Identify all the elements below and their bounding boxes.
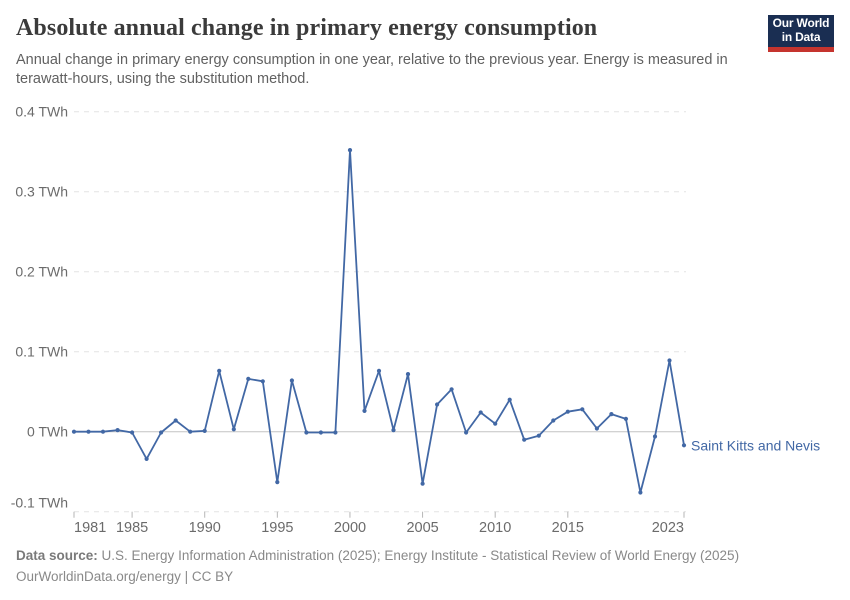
license-line: OurWorldinData.org/energy | CC BY — [16, 567, 826, 588]
data-point-marker[interactable] — [681, 443, 687, 448]
data-point-marker[interactable] — [565, 409, 570, 414]
data-point-marker[interactable] — [435, 402, 440, 407]
x-axis-tick-label: 1995 — [261, 520, 293, 536]
x-axis-tick-label: 2005 — [406, 520, 438, 536]
data-point-marker[interactable] — [144, 456, 149, 461]
data-point-marker[interactable] — [318, 430, 323, 435]
data-point-marker[interactable] — [449, 387, 454, 392]
data-point-marker[interactable] — [159, 430, 164, 435]
data-points — [71, 148, 687, 495]
data-point-marker[interactable] — [289, 378, 294, 383]
series-line — [73, 149, 685, 494]
y-axis-tick-label: 0 TWh — [27, 424, 68, 440]
x-axis-tick-label: 2015 — [552, 520, 584, 536]
chart-footer: Data source: U.S. Energy Information Adm… — [16, 546, 826, 588]
data-point-marker[interactable] — [260, 379, 265, 384]
data-point-marker[interactable] — [376, 368, 382, 373]
data-point-marker[interactable] — [507, 397, 512, 402]
data-point-marker[interactable] — [391, 428, 396, 433]
data-source-line: Data source: U.S. Energy Information Adm… — [16, 546, 826, 567]
y-axis-tick-label: -0.1 TWh — [11, 495, 68, 511]
data-point-marker[interactable] — [493, 421, 498, 426]
data-point-marker[interactable] — [100, 429, 106, 434]
y-axis-tick-label: 0.2 TWh — [15, 264, 68, 280]
data-point-marker[interactable] — [333, 430, 338, 435]
data-point-marker[interactable] — [115, 428, 120, 433]
data-point-marker[interactable] — [405, 372, 411, 377]
data-point-marker[interactable] — [638, 490, 643, 495]
data-point-marker[interactable] — [71, 429, 77, 434]
data-point-marker[interactable] — [667, 358, 672, 363]
x-axis-tick-label: 2010 — [479, 520, 511, 536]
owid-logo-line1: Our World — [772, 16, 830, 31]
cc-by-link[interactable]: CC BY — [191, 568, 234, 584]
data-point-marker[interactable] — [478, 410, 483, 415]
data-point-marker[interactable] — [347, 148, 353, 153]
data-point-marker[interactable] — [362, 408, 367, 413]
data-point-marker[interactable] — [304, 430, 309, 435]
separator: | — [180, 568, 192, 584]
data-point-marker[interactable] — [536, 433, 541, 438]
y-axis-tick-label: 0.3 TWh — [15, 184, 68, 200]
y-axis-tick-label: 0.1 TWh — [15, 344, 68, 360]
data-point-marker[interactable] — [217, 368, 222, 373]
data-point-marker[interactable] — [594, 426, 600, 431]
data-source-label: Data source: — [16, 548, 98, 563]
gridlines: 0.4 TWh 0.3 TWh 0.2 TWh 0.1 TWh 0 TWh -0.1 TW… — [11, 104, 686, 513]
data-point-marker[interactable] — [551, 418, 556, 423]
data-point-marker[interactable] — [246, 376, 251, 381]
data-point-marker[interactable] — [464, 430, 469, 435]
data-point-marker[interactable] — [623, 416, 629, 421]
series-end-label[interactable]: Saint Kitts and Nevis — [691, 437, 820, 453]
data-point-marker[interactable] — [188, 429, 193, 434]
data-point-marker[interactable] — [420, 481, 425, 486]
data-point-marker[interactable] — [130, 430, 135, 435]
x-axis-tick-label: 1990 — [189, 520, 221, 536]
data-point-marker[interactable] — [609, 412, 614, 417]
data-point-marker[interactable] — [522, 437, 527, 442]
x-axis-tick-label: 1985 — [116, 520, 148, 536]
data-point-marker[interactable] — [173, 418, 178, 423]
x-axis-tick-label: 2000 — [334, 520, 366, 536]
data-point-marker[interactable] — [580, 407, 585, 412]
y-axis-tick-label: 0.4 TWh — [15, 104, 68, 120]
data-point-marker[interactable] — [652, 434, 658, 439]
data-point-marker[interactable] — [86, 429, 91, 434]
chart-subtitle: Annual change in primary energy consumpt… — [16, 52, 728, 87]
page-title: Absolute annual change in primary energy… — [16, 15, 598, 41]
data-point-marker[interactable] — [275, 480, 280, 485]
data-source-text: U.S. Energy Information Administration (… — [97, 548, 740, 563]
x-axis: 1981 1985 1990 1995 2000 2005 2010 2015 2023 — [73, 511, 685, 536]
owid-logo-line2: in Data — [781, 30, 821, 44]
data-point-marker[interactable] — [231, 427, 236, 432]
owid-logo[interactable]: Our World in Data — [768, 15, 834, 52]
x-axis-tick-label: 1981 — [74, 520, 106, 536]
owid-url-link[interactable]: OurWorldinData.org/energy — [16, 568, 181, 584]
data-point-marker[interactable] — [202, 428, 207, 433]
x-axis-tick-label: 2023 — [652, 520, 684, 536]
